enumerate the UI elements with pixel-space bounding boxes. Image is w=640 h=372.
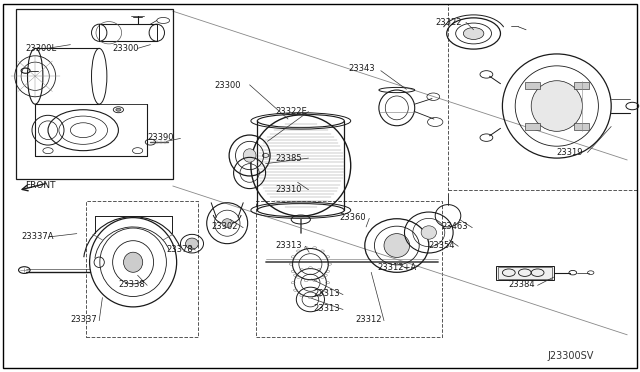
Text: 23310: 23310	[275, 185, 301, 194]
Text: 23300: 23300	[214, 81, 241, 90]
Bar	[573, 82, 589, 89]
Ellipse shape	[421, 226, 436, 239]
Text: 23312+A: 23312+A	[378, 263, 417, 272]
Text: 23337A: 23337A	[21, 232, 54, 241]
Text: 23385: 23385	[275, 154, 302, 163]
Ellipse shape	[531, 81, 582, 131]
Bar	[525, 82, 540, 89]
Text: 23384: 23384	[509, 280, 536, 289]
Text: 23302: 23302	[211, 222, 237, 231]
Text: 23378: 23378	[166, 245, 193, 254]
Text: J23300SV: J23300SV	[547, 352, 593, 361]
Text: 23360: 23360	[339, 213, 366, 222]
Text: 23313: 23313	[275, 241, 302, 250]
Bar	[86, 201, 198, 337]
Text: 23463: 23463	[442, 222, 468, 231]
Bar	[496, 266, 554, 280]
Text: 23312: 23312	[355, 315, 381, 324]
Text: 23343: 23343	[349, 64, 376, 73]
Ellipse shape	[463, 28, 484, 39]
Text: 23319: 23319	[557, 148, 583, 157]
Text: 23300L: 23300L	[26, 44, 57, 53]
Ellipse shape	[222, 219, 232, 228]
Ellipse shape	[384, 234, 410, 257]
Bar	[256, 201, 442, 337]
Text: 23338: 23338	[118, 280, 145, 289]
Bar	[16, 9, 173, 179]
Ellipse shape	[116, 108, 121, 111]
Bar	[525, 123, 540, 130]
Ellipse shape	[186, 238, 198, 249]
Bar	[573, 123, 589, 130]
Bar	[498, 267, 552, 279]
Ellipse shape	[124, 252, 143, 272]
Text: 23337: 23337	[70, 315, 97, 324]
Text: FRONT: FRONT	[26, 181, 56, 190]
Text: 23322E: 23322E	[275, 107, 307, 116]
Ellipse shape	[243, 149, 256, 162]
Text: 23313: 23313	[314, 304, 340, 313]
Text: 23300: 23300	[112, 44, 138, 53]
Text: 23354: 23354	[429, 241, 455, 250]
Text: 23390: 23390	[147, 133, 173, 142]
Bar	[448, 4, 637, 190]
Text: 23322: 23322	[435, 18, 461, 27]
Text: 23313: 23313	[314, 289, 340, 298]
